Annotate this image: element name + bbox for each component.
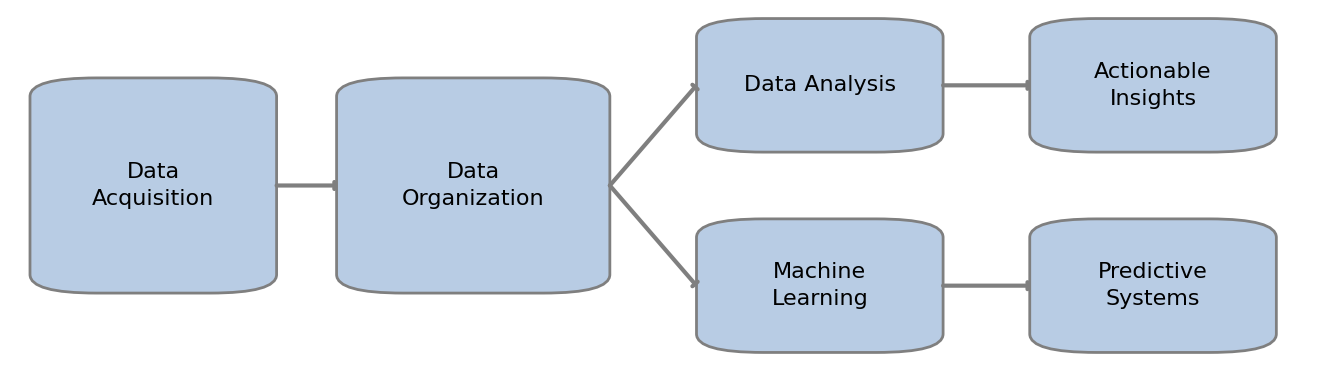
Text: Predictive
Systems: Predictive Systems xyxy=(1098,262,1208,309)
FancyBboxPatch shape xyxy=(1030,219,1277,352)
FancyBboxPatch shape xyxy=(1030,19,1277,152)
Text: Data
Organization: Data Organization xyxy=(403,162,544,209)
FancyBboxPatch shape xyxy=(696,219,944,352)
Text: Data
Acquisition: Data Acquisition xyxy=(92,162,215,209)
Text: Machine
Learning: Machine Learning xyxy=(772,262,868,309)
Text: Data Analysis: Data Analysis xyxy=(744,75,896,95)
FancyBboxPatch shape xyxy=(31,78,277,293)
FancyBboxPatch shape xyxy=(336,78,611,293)
Text: Actionable
Insights: Actionable Insights xyxy=(1094,62,1212,109)
FancyBboxPatch shape xyxy=(696,19,944,152)
